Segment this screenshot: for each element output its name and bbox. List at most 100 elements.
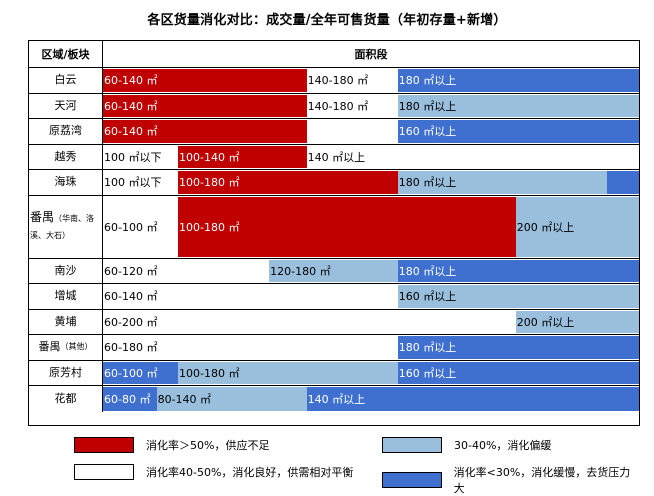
- area-segment: 200 ㎡以上: [515, 310, 639, 333]
- region-label: 增城: [29, 284, 103, 309]
- area-segment: 60-200 ㎡: [103, 310, 516, 333]
- area-segment: 160 ㎡以上: [397, 285, 639, 308]
- area-segment: 180 ㎡以上: [397, 336, 639, 359]
- area-segment: 160 ㎡以上: [397, 120, 639, 143]
- legend-label: 30-40%，消化偏缓: [454, 439, 552, 452]
- region-name: 花都: [54, 391, 77, 405]
- legend-swatch: [382, 437, 442, 453]
- header-area: 面积段: [103, 41, 639, 68]
- legend-label: 消化率<30%，消化缓慢，去货压力大: [453, 466, 631, 495]
- region-name: 增城: [54, 289, 77, 303]
- digestion-table: 区域/板块 面积段 白云 60-140 ㎡ 140-180 ㎡ 180 ㎡以上 天河 60…: [28, 40, 640, 426]
- legend-label: 消化率40-50%，消化良好，供需相对平衡: [146, 466, 354, 479]
- area-segment: 60-100 ㎡: [103, 361, 179, 384]
- segment-track: 60-200 ㎡ 200 ㎡以上: [103, 310, 639, 335]
- area-segment: 140 ㎡以上: [306, 387, 639, 411]
- region-note: （其他）: [60, 342, 93, 352]
- area-segment: 60-80 ㎡: [103, 387, 157, 411]
- area-segment: 100 ㎡以下: [103, 145, 179, 168]
- region-name: 番禺: [30, 210, 55, 224]
- area-segment: 60-120 ㎡: [103, 259, 270, 282]
- area-segment: 200 ㎡以上: [515, 196, 639, 257]
- area-segment: 60-100 ㎡: [103, 196, 179, 257]
- legend-swatch: [74, 437, 134, 453]
- region-name: 越秀: [54, 149, 77, 163]
- segment-track: 100 ㎡以下 100-180 ㎡ 180 ㎡以上: [103, 170, 639, 195]
- area-segment: 60-140 ㎡: [103, 94, 307, 117]
- legend-label: 消化率＞50%，供应不足: [146, 439, 270, 452]
- area-segment: 180 ㎡以上: [397, 94, 639, 117]
- segment-track: 60-80 ㎡ 80-140 ㎡ 140 ㎡以上: [103, 386, 639, 412]
- header-region: 区域/板块: [29, 41, 103, 68]
- segment-track: 60-140 ㎡ 140-180 ㎡ 180 ㎡以上: [103, 68, 639, 93]
- table-row: 番禺 （其他） 60-180 ㎡ 180 ㎡以上: [29, 335, 639, 361]
- region-label: 原芳村: [29, 360, 103, 385]
- area-segment: 120-180 ㎡: [269, 259, 398, 282]
- region-label: 越秀: [29, 144, 103, 169]
- table-row: 原芳村 60-100 ㎡ 100-180 ㎡ 160 ㎡以上: [29, 360, 639, 386]
- table-row: 越秀 100 ㎡以下 100-140 ㎡ 140 ㎡以上: [29, 144, 639, 170]
- area-segment: 100-180 ㎡: [178, 361, 398, 384]
- region-name: 原芳村: [49, 365, 82, 379]
- segment-track: 60-100 ㎡ 100-180 ㎡ 160 ㎡以上: [103, 361, 639, 386]
- region-name: 白云: [54, 73, 77, 87]
- region-name: 南沙: [54, 263, 77, 277]
- region-note: （华南、洛溪、大石）: [30, 214, 95, 240]
- legend-item: 消化率＞50%，供应不足: [74, 437, 269, 453]
- region-label: 白云: [29, 68, 103, 93]
- area-segment: 100-180 ㎡: [178, 196, 516, 257]
- chart-title: 各区货量消化对比：成交量/全年可售货量（年初存量+新增）: [147, 13, 507, 28]
- segment-track: 60-140 ㎡ 160 ㎡以上: [103, 119, 639, 144]
- segment-track: 60-140 ㎡ 140-180 ㎡ 180 ㎡以上: [103, 94, 639, 119]
- table-row: 白云 60-140 ㎡ 140-180 ㎡ 180 ㎡以上: [29, 68, 639, 94]
- area-segment: 180 ㎡以上: [397, 69, 639, 92]
- region-label: 南沙: [29, 258, 103, 283]
- area-segment: 100-180 ㎡: [178, 171, 398, 194]
- table-row: 天河 60-140 ㎡ 140-180 ㎡ 180 ㎡以上: [29, 93, 639, 119]
- area-segment: 100 ㎡以下: [103, 171, 179, 194]
- region-name: 番禺: [38, 340, 61, 354]
- area-segment: 60-140 ㎡: [103, 120, 307, 143]
- region-name: 原荔湾: [49, 124, 82, 138]
- area-segment: 160 ㎡以上: [397, 361, 639, 384]
- region-label: 番禺 （其他）: [29, 335, 103, 360]
- area-segment: 100-140 ㎡: [178, 145, 307, 168]
- region-label: 花都: [29, 386, 103, 412]
- table-row: 黄埔 60-200 ㎡ 200 ㎡以上: [29, 309, 639, 335]
- segment-track: 60-120 ㎡ 120-180 ㎡ 180 ㎡以上: [103, 259, 639, 284]
- segment-track: 60-100 ㎡ 100-180 ㎡ 200 ㎡以上: [103, 196, 639, 258]
- table-row: 番禺（华南、洛溪、大石） 60-100 ㎡ 100-180 ㎡ 200 ㎡以上: [29, 195, 639, 259]
- area-segment: 80-140 ㎡: [156, 387, 307, 411]
- legend-swatch: [74, 464, 134, 480]
- table-row: 海珠 100 ㎡以下 100-180 ㎡ 180 ㎡以上: [29, 170, 639, 196]
- region-label: 原荔湾: [29, 119, 103, 144]
- area-segment: 140-180 ㎡: [306, 69, 398, 92]
- table-row: 增城 60-140 ㎡ 160 ㎡以上: [29, 284, 639, 310]
- region-label: 天河: [29, 93, 103, 118]
- legend-item: 消化率40-50%，消化良好，供需相对平衡: [74, 464, 353, 480]
- region-label: 海珠: [29, 170, 103, 195]
- area-segment: 60-140 ㎡: [103, 285, 398, 308]
- segment-track: 60-180 ㎡ 180 ㎡以上: [103, 335, 639, 360]
- region-name: 黄埔: [54, 314, 77, 328]
- segment-track: 60-140 ㎡ 160 ㎡以上: [103, 284, 639, 309]
- legend: 消化率＞50%，供应不足 30-40%，消化偏缓消化率40-50%，消化良好，供需…: [28, 430, 640, 495]
- area-segment: 180 ㎡以上: [397, 259, 639, 282]
- table-row: 花都 60-80 ㎡ 80-140 ㎡ 140 ㎡以上: [29, 386, 639, 412]
- segment-track: 100 ㎡以下 100-140 ㎡ 140 ㎡以上: [103, 145, 639, 170]
- area-segment: 140-180 ㎡: [306, 94, 398, 117]
- region-label: 黄埔: [29, 309, 103, 334]
- area-segment: 60-180 ㎡: [103, 336, 398, 359]
- area-segment: [606, 171, 639, 194]
- area-segment: 60-140 ㎡: [103, 69, 307, 92]
- region-name: 海珠: [54, 175, 77, 189]
- area-segment: [306, 120, 398, 143]
- legend-item: 消化率<30%，消化缓慢，去货压力大: [382, 464, 640, 496]
- legend-swatch: [382, 472, 442, 488]
- legend-item: 30-40%，消化偏缓: [382, 437, 551, 453]
- region-label: 番禺（华南、洛溪、大石）: [29, 195, 103, 258]
- region-name: 天河: [54, 98, 77, 112]
- table-row: 原荔湾 60-140 ㎡ 160 ㎡以上: [29, 119, 639, 145]
- area-segment: 180 ㎡以上: [397, 171, 607, 194]
- area-segment: 140 ㎡以上: [306, 145, 639, 168]
